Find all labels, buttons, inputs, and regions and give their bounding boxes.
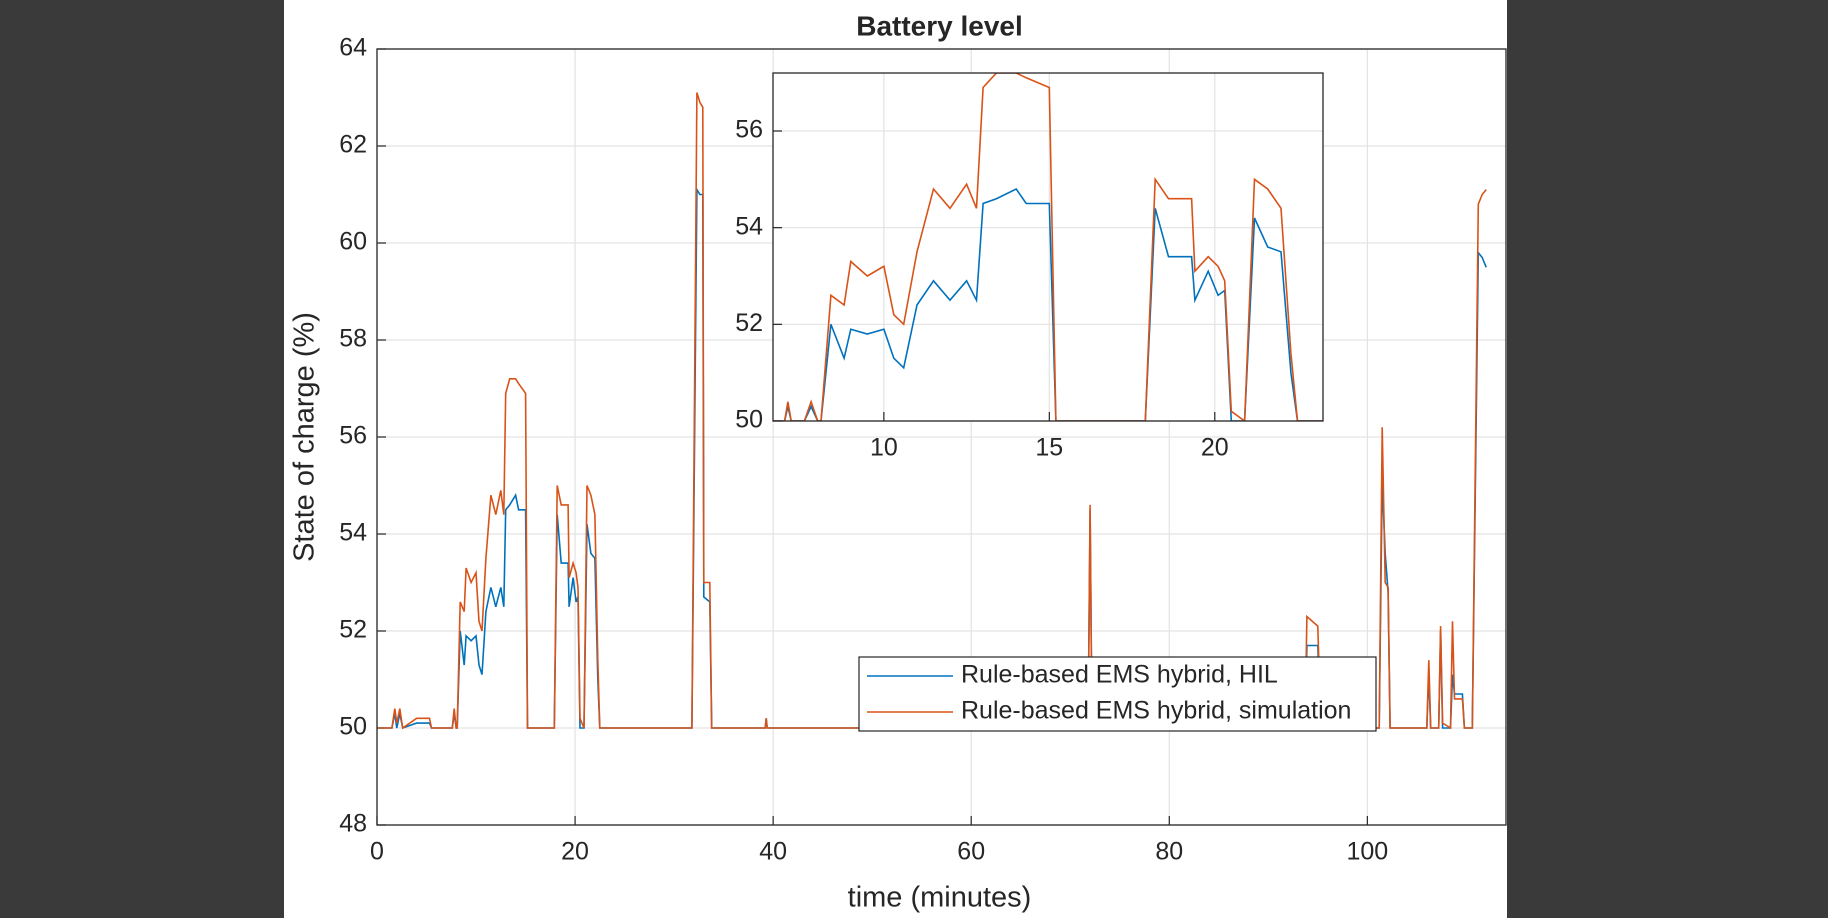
- y-tick-label: 54: [735, 212, 763, 240]
- x-tick-label: 100: [1346, 838, 1388, 866]
- x-tick-label: 20: [1201, 434, 1229, 462]
- axes-box: [772, 72, 1324, 422]
- y-tick-label: 48: [339, 810, 367, 838]
- y-tick-label: 60: [339, 228, 367, 256]
- series-line: [377, 92, 1487, 730]
- x-tick-label: 20: [561, 838, 589, 866]
- y-tick-label: 52: [339, 616, 367, 644]
- y-tick-label: 56: [735, 116, 763, 144]
- legend-label: Rule-based EMS hybrid, simulation: [961, 697, 1351, 725]
- series-line: [773, 187, 1323, 421]
- x-tick-label: 60: [957, 838, 985, 866]
- x-tick-label: 40: [759, 838, 787, 866]
- y-tick-label: 52: [735, 309, 763, 337]
- y-tick-label: 58: [339, 325, 367, 353]
- x-tick-label: 10: [870, 434, 898, 462]
- y-axis-label: State of charge (%): [289, 312, 321, 562]
- y-tick-label: 56: [339, 422, 367, 450]
- series-line: [773, 73, 1323, 421]
- legend-box: [858, 656, 1377, 732]
- y-tick-label: 62: [339, 131, 367, 159]
- y-tick-label: 50: [339, 713, 367, 741]
- y-tick-label: 64: [339, 34, 367, 62]
- x-tick-label: 15: [1035, 434, 1063, 462]
- chart-title: Battery level: [856, 10, 1023, 41]
- axes-box: [376, 48, 1507, 826]
- y-tick-label: 50: [735, 406, 763, 434]
- legend-label: Rule-based EMS hybrid, HIL: [961, 661, 1278, 689]
- plot-area: [773, 73, 1323, 421]
- x-axis-label: time (minutes): [848, 882, 1032, 914]
- x-tick-label: 0: [370, 838, 384, 866]
- x-tick-label: 80: [1155, 838, 1183, 866]
- y-tick-label: 54: [339, 519, 367, 547]
